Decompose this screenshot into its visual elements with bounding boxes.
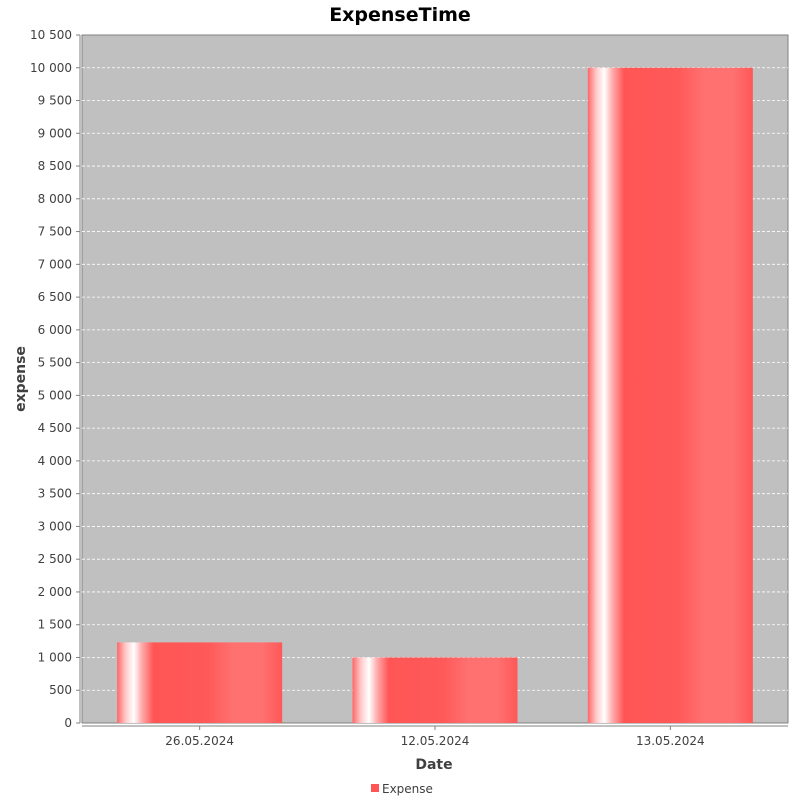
bar-26.05.2024	[117, 642, 283, 723]
x-tick-label: 26.05.2024	[165, 734, 234, 748]
y-axis-title: expense	[13, 346, 29, 412]
y-tick-label: 7 500	[38, 225, 72, 239]
y-tick-label: 6 500	[38, 290, 72, 304]
y-tick-label: 8 000	[38, 192, 72, 206]
y-tick-label: 3 500	[38, 487, 72, 501]
y-tick-label: 6 000	[38, 323, 72, 337]
y-tick-label: 5 500	[38, 356, 72, 370]
y-tick-label: 2 000	[38, 585, 72, 599]
y-tick-label: 10 000	[30, 61, 72, 75]
y-tick-label: 7 000	[38, 257, 72, 271]
bar-13.05.2024	[587, 67, 753, 723]
x-tick-label: 13.05.2024	[636, 734, 705, 748]
x-axis-title: Date	[415, 757, 452, 773]
legend: Expense	[371, 782, 433, 796]
y-tick-label: 4 500	[38, 421, 72, 435]
y-tick-label: 5 000	[38, 388, 72, 402]
legend-swatch	[371, 784, 379, 792]
bars	[117, 67, 753, 723]
y-tick-label: 3 000	[38, 519, 72, 533]
x-tick-label: 12.05.2024	[401, 734, 470, 748]
y-tick-label: 500	[49, 683, 72, 697]
y-tick-label: 9 500	[38, 94, 72, 108]
legend-label: Expense	[382, 782, 433, 796]
y-tick-label: 9 000	[38, 126, 72, 140]
y-tick-label: 10 500	[30, 28, 72, 42]
y-tick-label: 4 000	[38, 454, 72, 468]
y-tick-label: 0	[64, 716, 72, 730]
y-tick-label: 1 500	[38, 618, 72, 632]
x-axis: 26.05.2024 12.05.2024 13.05.2024	[82, 725, 788, 748]
y-axis: 0 500 1 000 1 500 2 000 2 500 3 000 3 500 4 000 4…	[30, 28, 81, 730]
y-tick-label: 1 000	[38, 650, 72, 664]
y-tick-label: 8 500	[38, 159, 72, 173]
y-tick-label: 2 500	[38, 552, 72, 566]
chart-title: ExpenseTime	[329, 4, 471, 26]
bar-12.05.2024	[352, 657, 518, 723]
